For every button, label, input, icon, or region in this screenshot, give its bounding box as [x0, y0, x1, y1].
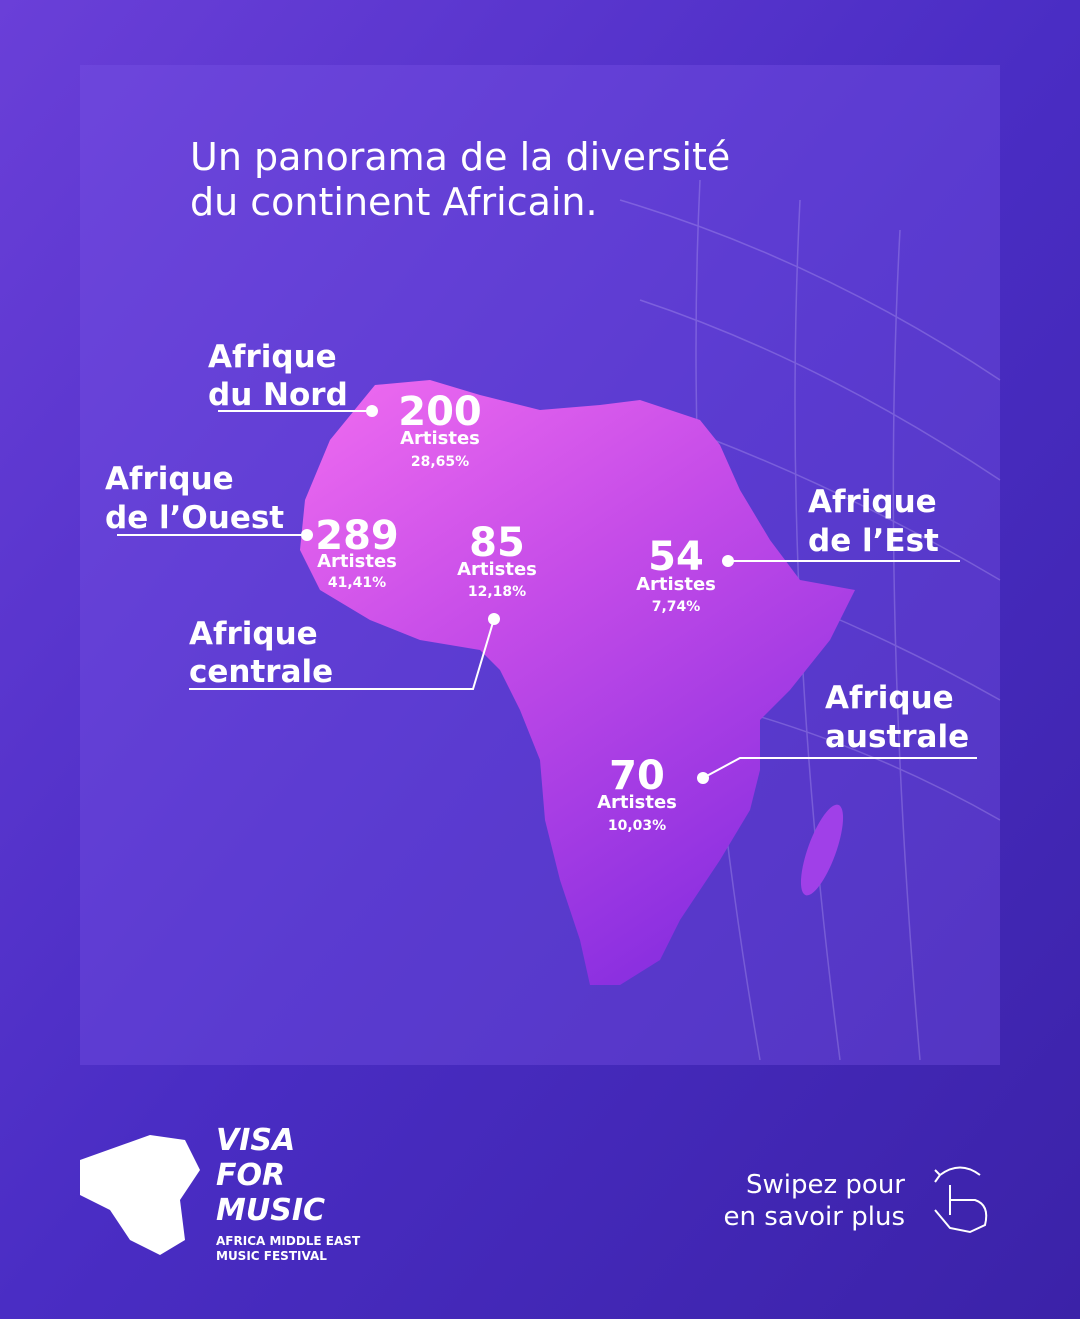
- region-share: 10,03%: [608, 818, 666, 834]
- dot: [722, 555, 734, 567]
- madagascar: [800, 804, 844, 896]
- region-count: 54: [648, 534, 704, 580]
- region-name: de l’Est: [808, 523, 939, 559]
- dot: [301, 529, 313, 541]
- region-name: centrale: [189, 654, 333, 690]
- region-share: 41,41%: [328, 575, 386, 591]
- region-share: 28,65%: [411, 454, 469, 470]
- logo-brand: VISA: [216, 1123, 295, 1158]
- swipe-text: en savoir plus: [724, 1202, 905, 1232]
- region-count: 289: [315, 513, 399, 559]
- region-name: australe: [825, 719, 969, 755]
- logo-brand: MUSIC: [216, 1193, 325, 1228]
- dot: [488, 613, 500, 625]
- swipe-text: Swipez pour: [746, 1170, 905, 1200]
- africa-map: [300, 380, 855, 985]
- leader-line: [189, 618, 495, 690]
- logo-tagline: AFRICA MIDDLE EAST: [216, 1234, 361, 1248]
- logo-tagline: MUSIC FESTIVAL: [216, 1249, 327, 1263]
- region-count: 200: [398, 389, 482, 435]
- region-count: 70: [609, 753, 665, 799]
- dot: [366, 405, 378, 417]
- leader-line: [702, 757, 977, 779]
- region-unit: Artistes: [400, 428, 480, 449]
- region-unit: Artistes: [636, 574, 716, 595]
- swipe-icon: [934, 1166, 988, 1234]
- region-unit: Artistes: [457, 559, 537, 580]
- region-name: de l’Ouest: [105, 500, 284, 536]
- logo-mark: [80, 1135, 200, 1255]
- region-name: Afrique: [208, 339, 337, 375]
- region-unit: Artistes: [597, 792, 677, 813]
- title-line: Un panorama de la diversité: [190, 135, 730, 179]
- region-name: Afrique: [105, 461, 234, 497]
- region-name: Afrique: [825, 680, 954, 716]
- logo-brand: FOR: [216, 1158, 285, 1193]
- title-line: du continent Africain.: [190, 180, 598, 224]
- region-name: du Nord: [208, 377, 348, 413]
- dot: [697, 772, 709, 784]
- region-name: Afrique: [808, 484, 937, 520]
- region-share: 12,18%: [468, 584, 526, 600]
- region-share: 7,74%: [652, 599, 701, 615]
- region-name: Afrique: [189, 616, 318, 652]
- region-unit: Artistes: [317, 551, 397, 572]
- region-count: 85: [469, 520, 525, 566]
